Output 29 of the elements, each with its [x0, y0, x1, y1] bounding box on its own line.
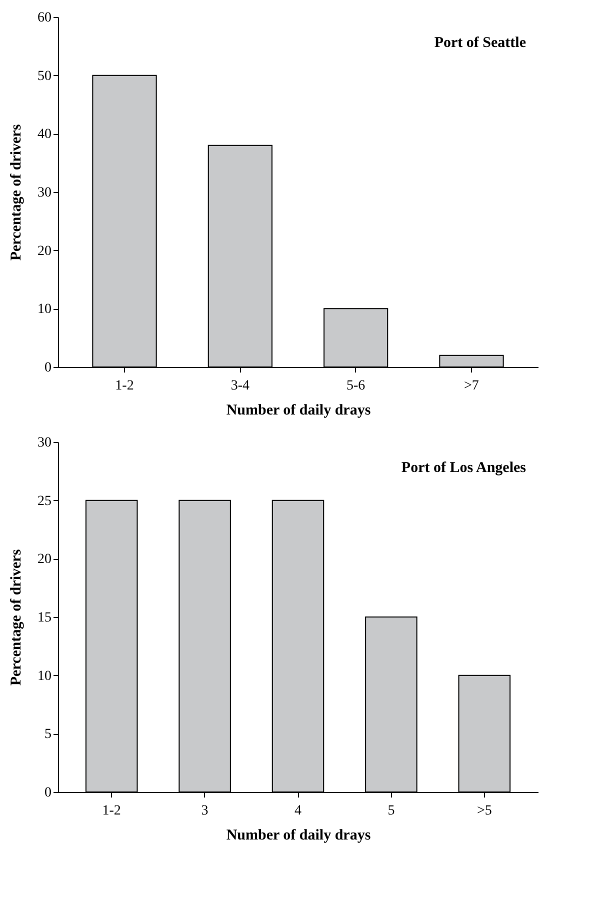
x-tick-label: 4 [294, 804, 302, 818]
y-tick-label: 10 [38, 302, 52, 318]
y-tick-label: 0 [44, 786, 52, 800]
y-tick-label: 25 [38, 494, 52, 509]
y-tick-label: 5 [44, 727, 52, 742]
x-axis-title: Number of daily drays [226, 828, 371, 844]
x-tick-label: >7 [464, 378, 479, 394]
x-tick-label: 5 [388, 804, 395, 818]
y-tick-label: 10 [38, 668, 52, 684]
y-axis-title: Percentage of drivers [8, 549, 24, 686]
y-tick-label: 20 [38, 552, 52, 568]
x-tick-label: 1-2 [115, 378, 134, 394]
y-tick-label: 15 [38, 610, 52, 626]
x-tick-label: 3 [201, 804, 208, 818]
y-tick-label: 30 [38, 436, 52, 450]
text: Port of Seattle [434, 35, 526, 51]
y-tick-label: 50 [38, 68, 52, 84]
text: Port of Los Angeles [401, 460, 526, 476]
y-axis-title: Percentage of drivers [8, 124, 24, 261]
x-axis-title: Number of daily drays [226, 402, 371, 418]
x-tick-label: 5-6 [346, 378, 366, 394]
y-tick-label: 0 [44, 360, 52, 376]
x-tick-label: >5 [476, 804, 492, 818]
y-tick-label: 30 [38, 186, 52, 200]
y-tick-label: 60 [38, 10, 52, 26]
y-tick-label: 20 [38, 244, 52, 259]
x-tick-label: 1-2 [102, 804, 121, 818]
y-tick-label: 40 [38, 127, 52, 142]
x-tick-label: 3-4 [230, 378, 250, 394]
